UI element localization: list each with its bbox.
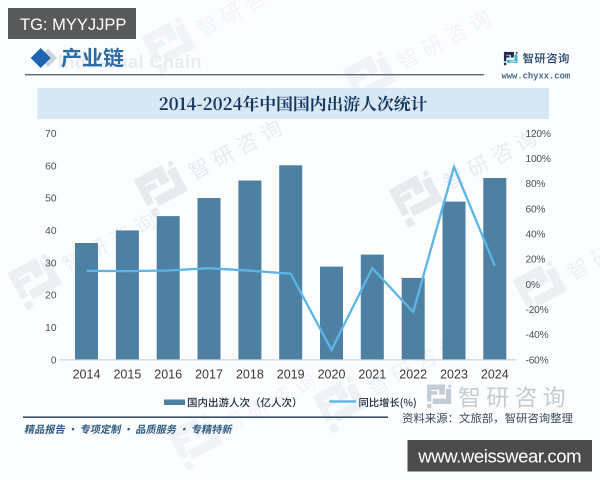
svg-text:www.weisswear.com: www.weisswear.com bbox=[417, 446, 581, 467]
svg-text:60: 60 bbox=[45, 161, 57, 172]
svg-text:2017: 2017 bbox=[195, 367, 223, 381]
svg-text:2023: 2023 bbox=[440, 367, 468, 381]
svg-text:40: 40 bbox=[45, 226, 57, 237]
svg-text:20%: 20% bbox=[526, 255, 546, 266]
svg-text:0: 0 bbox=[51, 355, 57, 366]
svg-text:2015: 2015 bbox=[113, 367, 141, 381]
svg-text:2018: 2018 bbox=[236, 367, 264, 381]
svg-text:120%: 120% bbox=[526, 129, 551, 140]
svg-text:70: 70 bbox=[45, 129, 57, 140]
svg-text:TG: MYYJJPP: TG: MYYJJPP bbox=[20, 16, 126, 34]
svg-text:2019: 2019 bbox=[277, 367, 305, 381]
svg-text:50: 50 bbox=[45, 194, 57, 205]
svg-text:2020: 2020 bbox=[318, 367, 346, 381]
svg-text:-60%: -60% bbox=[526, 355, 549, 366]
svg-text:80%: 80% bbox=[526, 179, 546, 190]
svg-text:10: 10 bbox=[45, 323, 57, 334]
svg-text:100%: 100% bbox=[526, 154, 551, 165]
svg-text:2016: 2016 bbox=[154, 367, 182, 381]
svg-text:-20%: -20% bbox=[526, 305, 549, 316]
svg-text:30: 30 bbox=[45, 258, 57, 269]
svg-text:Industrial Chain: Industrial Chain bbox=[58, 52, 202, 72]
svg-text:60%: 60% bbox=[526, 204, 546, 215]
svg-text:2021: 2021 bbox=[358, 367, 386, 381]
svg-text:2014: 2014 bbox=[73, 367, 101, 381]
svg-text:2024: 2024 bbox=[481, 367, 509, 381]
svg-text:-40%: -40% bbox=[526, 330, 549, 341]
svg-text:40%: 40% bbox=[526, 230, 546, 241]
svg-text:2022: 2022 bbox=[399, 367, 427, 381]
svg-text:www.chyxx.com: www.chyxx.com bbox=[502, 72, 571, 82]
svg-text:0%: 0% bbox=[526, 280, 540, 291]
svg-text:20: 20 bbox=[45, 291, 57, 302]
